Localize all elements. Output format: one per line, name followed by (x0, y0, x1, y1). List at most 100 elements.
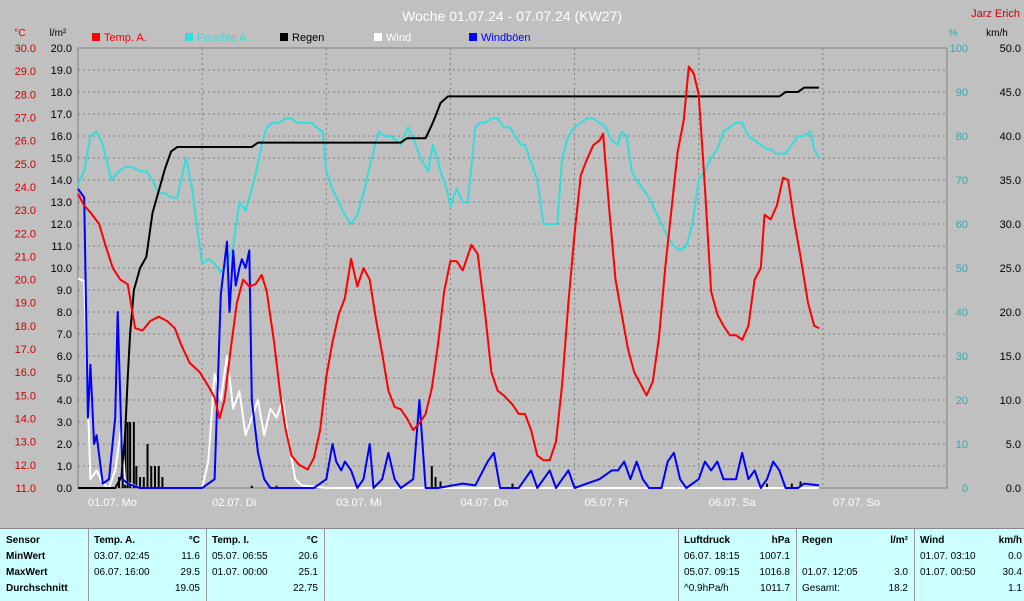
y-tick-celsius: 12.0 (15, 460, 36, 472)
pressure-min-val: 1007.1 (759, 551, 790, 562)
axis-unit-wind: km/h (986, 28, 1008, 39)
chart-title: Woche 01.07.24 - 07.07.24 (KW27) (402, 8, 622, 24)
y-tick-rain: 10.0 (51, 263, 72, 275)
row-label-min: MinWert (6, 551, 46, 562)
pressure-avg: 1011.7 (760, 583, 790, 594)
col-divider (678, 529, 679, 601)
temp-a-min-val: 11.6 (181, 551, 200, 562)
y-tick-rain: 4.0 (57, 395, 72, 407)
y-tick-wind: 30.0 (1000, 219, 1021, 231)
rain-max-val: 3.0 (894, 567, 908, 578)
rain-header: Regen (802, 535, 833, 546)
y-tick-wind: 5.0 (1006, 439, 1021, 451)
rain-bar (157, 466, 160, 488)
temp-i-min-time: 05.07. 06:55 (212, 551, 268, 562)
y-tick-celsius: 25.0 (15, 159, 36, 171)
rain-bar (142, 477, 145, 488)
temp-a-max-time: 06.07. 16:00 (94, 567, 150, 578)
rain-bar (434, 477, 437, 488)
temp-i-unit: °C (306, 535, 318, 546)
temp-a-avg: 19.05 (174, 583, 200, 594)
rain-bar (765, 483, 768, 488)
x-tick-day: 04.07. Do (460, 497, 508, 509)
y-tick-celsius: 17.0 (15, 344, 36, 356)
y-tick-rain: 17.0 (51, 109, 72, 121)
y-tick-percent: 100 (950, 43, 968, 55)
axis-unit-rain: l/m² (50, 28, 67, 39)
y-tick-wind: 10.0 (1000, 395, 1021, 407)
y-tick-rain: 11.0 (51, 241, 72, 253)
wind-min-time: 01.07. 03:10 (920, 551, 976, 562)
y-tick-wind: 15.0 (1000, 351, 1021, 363)
temp-i-header: Temp. I. (212, 535, 250, 546)
rain-bar (153, 466, 156, 488)
rain-bar (135, 466, 138, 488)
legend-label: Regen (292, 32, 324, 44)
y-tick-rain: 15.0 (51, 153, 72, 165)
axis-unit-celsius: °C (14, 28, 25, 39)
pressure-header: Luftdruck (684, 535, 731, 546)
legend-swatch (92, 33, 100, 41)
x-tick-day: 06.07. Sa (709, 497, 757, 509)
legend-swatch (185, 33, 193, 41)
rain-total-label: Gesamt: (802, 583, 840, 594)
y-tick-wind: 50.0 (1000, 43, 1021, 55)
rain-bar (150, 466, 153, 488)
chart-grid (77, 47, 948, 489)
legend-label: Windböen (481, 32, 531, 44)
y-tick-rain: 20.0 (51, 43, 72, 55)
y-tick-wind: 25.0 (1000, 263, 1021, 275)
rain-bar (124, 433, 127, 488)
rain-total: 18.2 (888, 583, 908, 594)
y-tick-rain: 1.0 (57, 461, 72, 473)
rain-bar (439, 481, 442, 488)
y-tick-celsius: 20.0 (15, 275, 36, 287)
y-tick-rain: 12.0 (51, 219, 72, 231)
author-label: Jarz Erich (971, 8, 1020, 20)
axis-unit-percent: % (949, 28, 958, 39)
y-tick-rain: 7.0 (57, 329, 72, 341)
legend-label: Wind (386, 32, 411, 44)
wind-avg: 1.1 (1008, 583, 1022, 594)
temp-a-min-time: 03.07. 02:45 (94, 551, 150, 562)
y-tick-rain: 8.0 (57, 307, 72, 319)
y-tick-rain: 6.0 (57, 351, 72, 363)
y-tick-rain: 5.0 (57, 373, 72, 385)
temp-i-max-val: 25.1 (298, 567, 318, 578)
y-tick-wind: 35.0 (1000, 175, 1021, 187)
pressure-max-time: 05.07. 09:15 (684, 567, 740, 578)
y-tick-celsius: 26.0 (15, 136, 36, 148)
y-tick-celsius: 28.0 (15, 89, 36, 101)
y-tick-percent: 60 (956, 219, 968, 231)
rain-bar (146, 444, 149, 488)
y-tick-wind: 40.0 (1000, 131, 1021, 143)
y-tick-rain: 14.0 (51, 175, 72, 187)
y-tick-celsius: 30.0 (15, 43, 36, 55)
stats-table: Sensor MinWert MaxWert Durchschnitt Temp… (0, 528, 1024, 601)
chart-axes: 30.0 29.0 28.0 27.0 26.0 25.0 24.0 23.0 22.0 21.0… (15, 43, 1021, 509)
y-tick-rain: 16.0 (51, 131, 72, 143)
col-divider (324, 529, 325, 601)
y-tick-rain: 18.0 (51, 87, 72, 99)
axis-units: °C l/m²% km/h (14, 28, 1007, 39)
series-line-feuchtea (77, 117, 820, 274)
series-line-windben (77, 188, 820, 489)
y-tick-percent: 20 (956, 395, 968, 407)
rain-bar (275, 485, 278, 488)
rain-bar (430, 466, 433, 488)
y-tick-rain: 13.0 (51, 197, 72, 209)
y-tick-rain: 0.0 (57, 483, 72, 495)
y-tick-celsius: 18.0 (15, 321, 36, 333)
series-line-tempa (77, 65, 820, 471)
rain-bar (250, 485, 253, 488)
y-tick-rain: 3.0 (57, 417, 72, 429)
y-tick-celsius: 23.0 (15, 205, 36, 217)
col-divider (88, 529, 89, 601)
rain-bar (799, 481, 802, 488)
y-tick-celsius: 24.0 (15, 182, 36, 194)
temp-a-unit: °C (188, 535, 200, 546)
x-tick-day: 01.07. Mo (88, 497, 137, 509)
chart-legend: Temp. A. Feuchte A. Regen Wind Windböen (92, 32, 531, 44)
wind-max-val: 30.4 (1002, 567, 1022, 578)
